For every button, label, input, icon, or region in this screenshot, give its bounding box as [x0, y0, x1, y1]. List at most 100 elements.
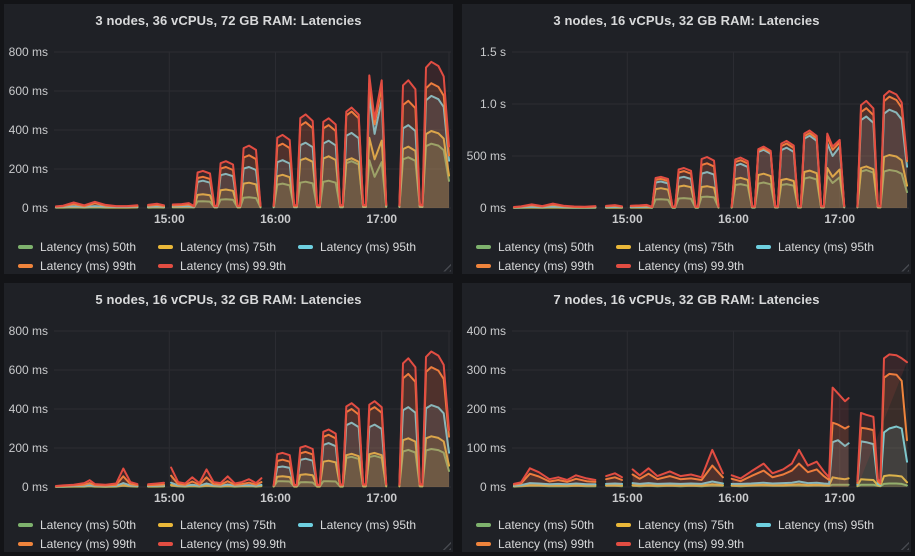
series-line-5 — [605, 204, 623, 208]
chart-canvas[interactable] — [54, 319, 451, 511]
series-area-3 — [273, 422, 387, 487]
legend-series-swatch-icon[interactable] — [158, 542, 173, 546]
legend-item[interactable]: Latency (ms) 99.9th — [616, 256, 756, 274]
panel-title[interactable]: 7 nodes, 16 vCPUs, 32 GB RAM: Latencies — [553, 291, 820, 307]
series-line-5 — [272, 399, 388, 486]
legend-series-swatch-icon[interactable] — [298, 244, 313, 249]
latency-panel: 5 nodes, 16 vCPUs, 32 GB RAM: Latencies … — [4, 282, 453, 553]
legend-item[interactable]: Latency (ms) 95th — [756, 516, 896, 535]
series-line-5 — [730, 386, 850, 479]
legend-series-swatch-icon[interactable] — [756, 244, 771, 249]
legend-series-label: Latency (ms) 50th — [40, 518, 137, 532]
legend-series-swatch-icon[interactable] — [476, 542, 491, 546]
legend-series-swatch-icon[interactable] — [18, 523, 33, 527]
series-area-5 — [630, 157, 719, 208]
y-axis-tick-label: 200 ms — [8, 440, 48, 455]
legend-series-label: Latency (ms) 99th — [40, 258, 137, 273]
series-area-4 — [630, 163, 719, 208]
series-area-5 — [172, 145, 261, 208]
legend-item[interactable]: Latency (ms) 50th — [476, 237, 616, 256]
legend-series-swatch-icon[interactable] — [616, 244, 631, 249]
legend-series-swatch-icon[interactable] — [18, 542, 33, 546]
series-line-5 — [55, 200, 139, 208]
series-line-5 — [171, 144, 262, 208]
x-axis-tick-label: 17:00 — [824, 490, 856, 505]
legend-series-label: Latency (ms) 75th — [180, 239, 277, 254]
legend-series-swatch-icon[interactable] — [616, 263, 631, 268]
panel-header: 5 nodes, 16 vCPUs, 32 GB RAM: Latencies — [4, 283, 453, 317]
panel-title[interactable]: 5 nodes, 16 vCPUs, 32 GB RAM: Latencies — [95, 291, 362, 307]
legend-item[interactable]: Latency (ms) 99th — [18, 256, 158, 274]
panel-title[interactable]: 3 nodes, 16 vCPUs, 32 GB RAM: Latencies — [553, 13, 820, 28]
legend-item[interactable]: Latency (ms) 75th — [616, 237, 756, 256]
series-line-2 — [513, 483, 597, 487]
legend-item[interactable]: Latency (ms) 50th — [18, 516, 158, 535]
chart-canvas[interactable] — [512, 319, 909, 511]
legend-series-label: Latency (ms) 99th — [40, 537, 137, 551]
legend-item[interactable]: Latency (ms) 95th — [298, 516, 438, 535]
series-area-2 — [273, 452, 387, 487]
legend-series-swatch-icon[interactable] — [18, 263, 33, 268]
legend-item[interactable]: Latency (ms) 75th — [158, 237, 298, 256]
legend-item[interactable]: Latency (ms) 50th — [476, 516, 616, 535]
series-line-3 — [170, 481, 263, 487]
panel-title[interactable]: 3 nodes, 36 vCPUs, 72 GB RAM: Latencies — [95, 13, 362, 28]
legend-item[interactable]: Latency (ms) 99th — [476, 535, 616, 553]
series-line-3 — [513, 481, 597, 487]
legend-series-swatch-icon[interactable] — [476, 244, 491, 249]
y-axis-tick-label: 800 ms — [8, 323, 48, 338]
legend-series-label: Latency (ms) 99th — [498, 537, 595, 551]
resize-grip-icon[interactable] — [442, 262, 451, 272]
legend-series-swatch-icon[interactable] — [756, 523, 771, 527]
legend-series-swatch-icon[interactable] — [158, 263, 173, 268]
legend-item[interactable]: Latency (ms) 95th — [756, 237, 896, 256]
series-area-1 — [273, 455, 387, 487]
legend-series-swatch-icon[interactable] — [476, 523, 491, 527]
y-axis-tick-label: 100 ms — [466, 440, 506, 455]
y-axis-tick-label: 1.0 s — [479, 97, 506, 111]
series-area-4 — [273, 406, 387, 487]
series-area-5 — [399, 61, 449, 208]
series-line-4 — [147, 483, 165, 486]
legend-item[interactable]: Latency (ms) 75th — [158, 516, 298, 535]
legend-series-swatch-icon[interactable] — [158, 244, 173, 249]
legend-series-swatch-icon[interactable] — [298, 523, 313, 527]
series-line-5 — [272, 74, 388, 207]
series-area-4 — [171, 475, 262, 487]
legend-series-label: Latency (ms) 95th — [320, 239, 417, 254]
legend-item[interactable]: Latency (ms) 99.9th — [616, 535, 756, 553]
series-area-5 — [399, 351, 449, 487]
resize-grip-icon[interactable] — [900, 541, 909, 550]
y-axis-tick-label: 400 ms — [466, 323, 506, 338]
legend-series-swatch-icon[interactable] — [616, 523, 631, 527]
chart-canvas[interactable] — [512, 40, 909, 232]
legend-item[interactable]: Latency (ms) 95th — [298, 237, 438, 256]
legend-series-label: Latency (ms) 50th — [40, 239, 137, 254]
y-axis-tick-label: 200 ms — [8, 162, 48, 176]
legend-series-label: Latency (ms) 99th — [498, 258, 595, 273]
resize-grip-icon[interactable] — [900, 262, 909, 272]
legend-series-swatch-icon[interactable] — [18, 244, 33, 249]
legend-item[interactable]: Latency (ms) 99th — [476, 256, 616, 274]
legend-item[interactable]: Latency (ms) 75th — [616, 516, 756, 535]
legend-series-swatch-icon[interactable] — [158, 523, 173, 527]
legend-item[interactable]: Latency (ms) 99th — [18, 535, 158, 553]
legend: Latency (ms) 50th Latency (ms) 75th Latenc… — [4, 511, 453, 553]
legend-series-swatch-icon[interactable] — [616, 542, 631, 546]
series-area-2 — [731, 168, 845, 208]
series-area-4 — [273, 83, 387, 208]
x-axis-tick-label: 17:00 — [366, 212, 398, 226]
series-line-4 — [730, 421, 850, 482]
series-line-3 — [856, 425, 908, 486]
resize-grip-icon[interactable] — [442, 541, 451, 550]
legend-item[interactable]: Latency (ms) 50th — [18, 237, 158, 256]
legend-item[interactable]: Latency (ms) 99.9th — [158, 535, 298, 553]
series-area-3 — [731, 135, 845, 208]
series-line-3 — [730, 438, 850, 485]
legend-item[interactable]: Latency (ms) 99.9th — [158, 256, 298, 274]
legend-series-label: Latency (ms) 75th — [180, 518, 277, 532]
chart-canvas[interactable] — [54, 40, 451, 232]
legend-series-swatch-icon[interactable] — [476, 263, 491, 268]
series-line-5 — [513, 202, 597, 208]
legend-series-label: Latency (ms) 95th — [320, 518, 417, 532]
